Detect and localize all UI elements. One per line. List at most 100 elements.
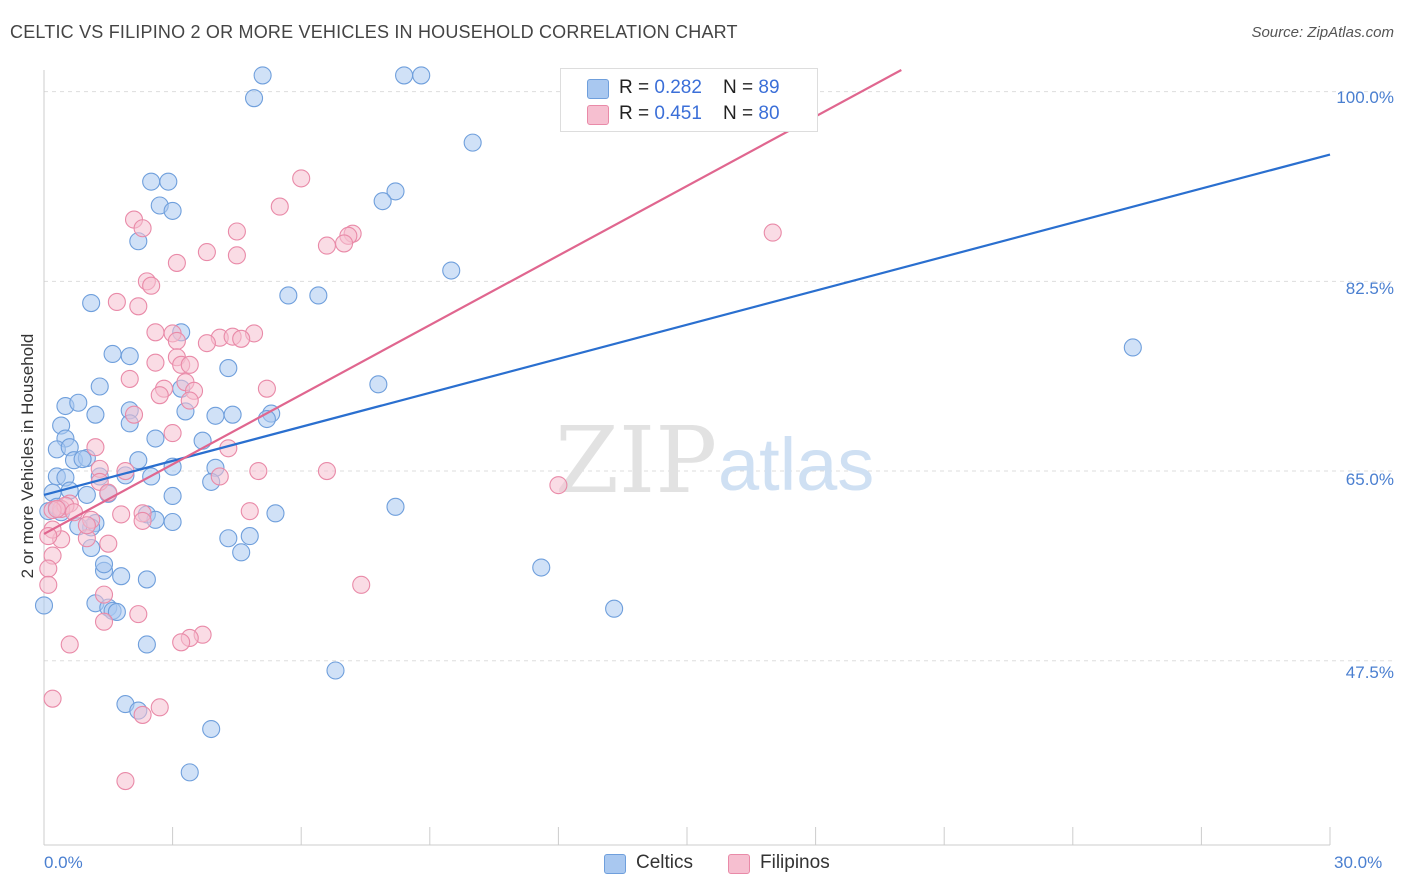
filipinos-point [180,355,199,374]
filipinos-point [549,476,568,495]
celtics-point [103,344,122,364]
celtics-point [1123,338,1142,357]
celtics-point [442,261,461,280]
filipinos-point [249,461,268,481]
celtics-point [163,201,182,220]
r-label: R = [619,103,655,124]
n-label: N = [723,103,759,124]
filipinos-point [270,197,289,216]
filipinos-point [150,698,169,717]
filipinos-trend-line [43,69,902,535]
celtics-point [82,293,101,313]
filipinos-point [112,505,131,524]
filipinos-point [129,605,148,624]
filipinos-point [60,635,79,654]
legend-label: Celtics [636,852,694,873]
filipinos-point [335,234,354,253]
celtics-point [244,89,264,108]
filipinos-point [129,297,148,316]
filipinos-point [210,467,229,486]
celtics-point [219,529,238,548]
filipinos-point [133,705,152,724]
source-label: Source: ZipAtlas.com [1251,24,1394,41]
r-label: R = [619,77,655,98]
gridlines [44,91,1392,662]
filipinos-point [240,502,259,521]
celtics-point [532,558,551,577]
celtics-point [373,192,392,211]
watermark: ZIP atlas [555,407,874,514]
celtics-point [90,377,109,396]
filipinos-point [86,438,105,457]
celtics-point [94,555,114,574]
celtics-point [266,504,285,523]
y-tick-label: 82.5% [1345,279,1394,298]
celtics-point [279,286,298,305]
filipinos-point [116,771,135,791]
filipinos-point [180,391,199,410]
filipinos-point [167,253,186,272]
watermark-atlas: atlas [718,423,874,506]
n-label: N = [723,77,759,98]
celtics-point [253,66,272,85]
r-value: 0.282 [654,77,702,98]
filipinos-swatch [587,105,609,125]
y-tick-label: 65.0% [1345,470,1394,489]
filipinos-point [94,585,114,604]
filipinos-point [317,461,336,481]
filipinos-point [167,331,186,351]
data-points [34,66,1142,791]
y-axis-label: 2 or more Vehicles in Household [18,333,37,579]
filipinos-point [227,246,246,265]
filipinos-point [163,424,182,443]
celtics-point [240,527,259,546]
celtics-point [463,133,482,152]
y-tick-label: 100.0% [1336,88,1394,107]
n-value: 89 [758,77,780,98]
celtics-point [605,599,624,618]
filipinos-point [257,379,276,398]
celtics-point [129,451,148,470]
celtics-point [163,486,182,506]
celtics-point [369,375,388,394]
celtics-point [326,661,345,680]
celtics-point [86,405,105,424]
filipinos-point [142,276,161,295]
filipinos-swatch [728,854,750,874]
filipinos-point [39,575,58,594]
filipinos-point [172,633,191,652]
filipinos-point [150,386,169,405]
r-value: 0.451 [654,103,702,124]
celtics-point [137,635,156,654]
filipinos-point [107,292,126,312]
celtics-point [386,497,405,516]
filipinos-point [292,169,311,188]
filipinos-point [232,329,251,348]
filipinos-point [77,516,96,535]
filipinos-point [94,612,114,631]
celtics-point [146,429,165,448]
celtics-trend-line [43,153,1331,496]
celtics-point [120,347,139,366]
celtics-point [142,172,161,191]
filipinos-point [227,222,246,241]
filipinos-point [99,534,118,553]
filipinos-point [197,334,216,353]
legend-label: Filipinos [760,852,830,873]
axes [43,70,1331,846]
filipinos-point [197,243,216,262]
x-tick-label: 0.0% [44,853,83,872]
filipinos-point [120,369,139,388]
celtics-point [159,172,178,191]
filipinos-point [763,223,782,242]
trend-lines [43,69,1331,535]
filipinos-point [133,219,152,238]
filipinos-point [352,575,371,594]
celtics-point [395,66,414,85]
celtics-point [202,719,221,739]
celtics-point [73,450,92,469]
celtics-point [309,286,328,305]
celtics-point [77,485,96,504]
watermark-zip: ZIP [555,407,717,514]
filipinos-point [39,527,58,546]
